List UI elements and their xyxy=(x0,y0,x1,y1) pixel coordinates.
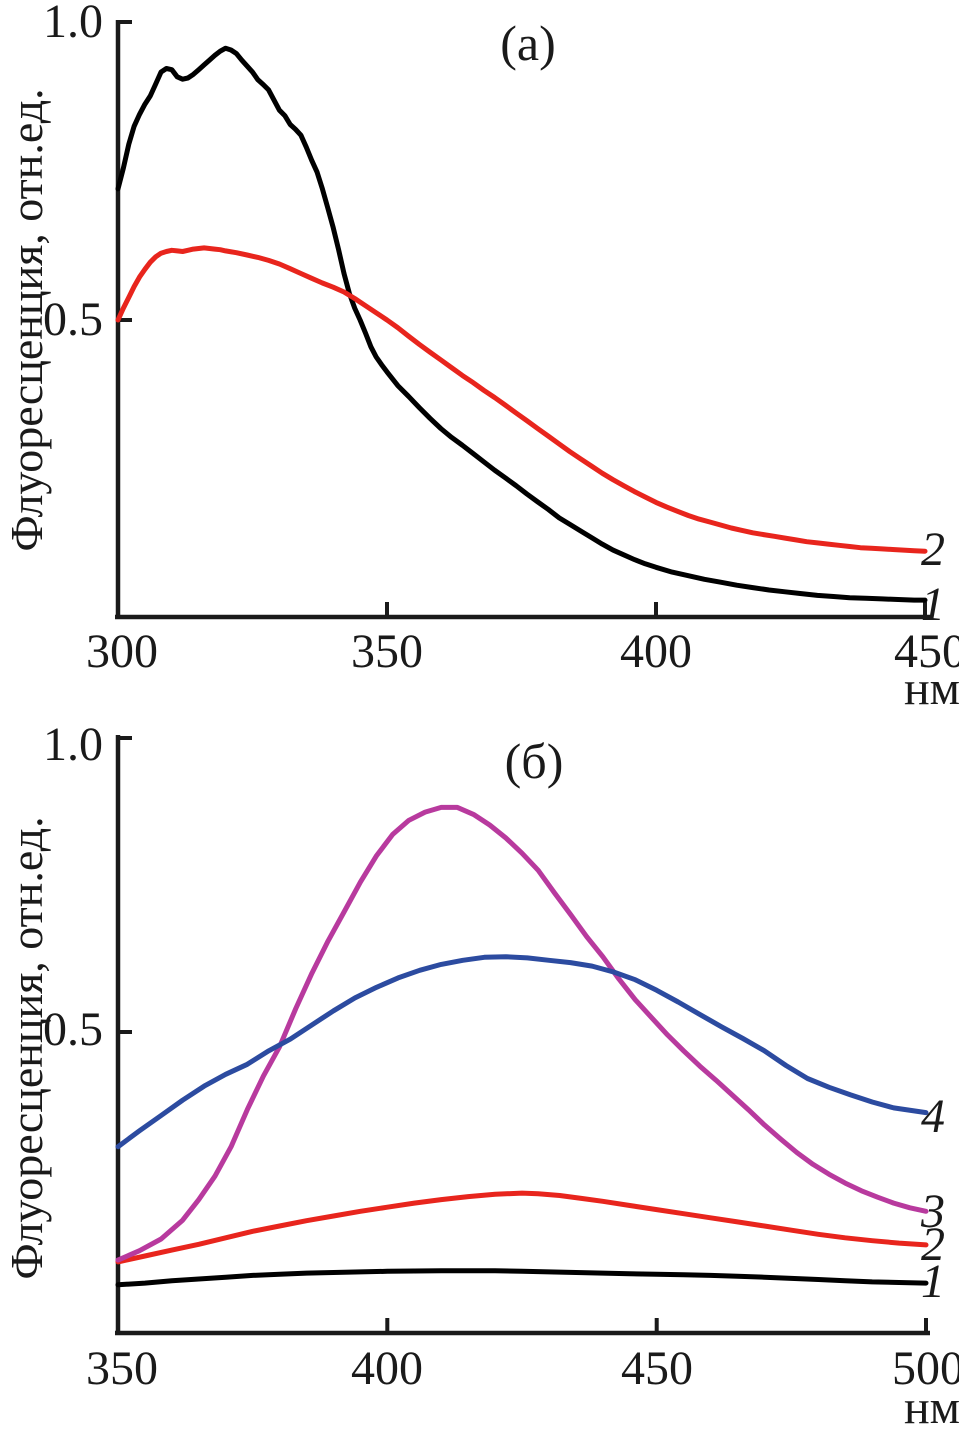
curve-label-2-panel-a: 2 xyxy=(921,523,945,576)
x-tick-label-350-panel-b: 350 xyxy=(86,1342,158,1395)
x-tick-label-400-panel-b: 400 xyxy=(351,1342,423,1395)
spectrum-curve-3-panel-b xyxy=(115,804,929,1263)
x-tick-label-450-panel-b: 450 xyxy=(621,1342,693,1395)
panel-label-a: (а) xyxy=(500,15,556,71)
spectrum-curve-1-panel-a xyxy=(115,45,928,603)
spectrum-curve-1-panel-b xyxy=(115,1268,929,1288)
x-tick-label-500-panel-b: 500 xyxy=(892,1342,959,1395)
y-tick-label-1.0-panel-b: 1.0 xyxy=(43,718,103,771)
x-tick-label-350-panel-a: 350 xyxy=(351,625,423,678)
curve-label-2-panel-b: 2 xyxy=(921,1218,945,1271)
y-tick-label-0.5-panel-b: 0.5 xyxy=(43,1003,103,1056)
x-axis-unit-panel-a: нм xyxy=(903,662,959,715)
spectrum-curve-4-panel-b xyxy=(115,954,929,1150)
spectrum-curve-2-panel-b xyxy=(115,1190,929,1265)
panel-label-b: (б) xyxy=(504,733,564,789)
axes-panel-b xyxy=(115,735,930,1336)
spectrum-curve-2-panel-a xyxy=(115,245,928,554)
curve-label-1-panel-a: 1 xyxy=(921,578,945,631)
x-tick-label-400-panel-a: 400 xyxy=(620,625,692,678)
y-tick-label-0.5-panel-a: 0.5 xyxy=(43,293,103,346)
x-axis-unit-panel-b: нм xyxy=(903,1381,959,1433)
axes-panel-a xyxy=(115,20,930,620)
curve-label-1-panel-b: 1 xyxy=(921,1255,945,1308)
x-tick-label-300: 300 xyxy=(86,625,158,678)
x-tick-label-450-panel-a: 450 xyxy=(894,625,959,678)
y-tick-label-1.0-panel-a: 1.0 xyxy=(43,0,103,48)
curve-label-3-panel-b: 3 xyxy=(921,1185,945,1238)
curve-label-4-panel-b: 4 xyxy=(921,1090,945,1143)
